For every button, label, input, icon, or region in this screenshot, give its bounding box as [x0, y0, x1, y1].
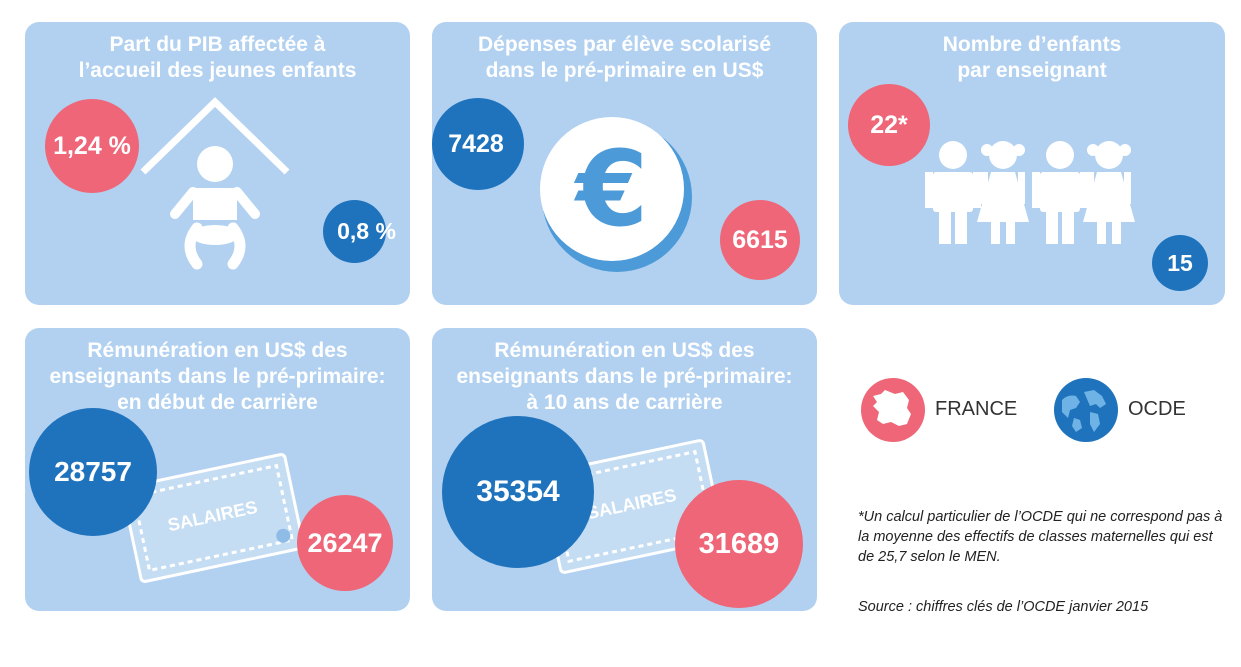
ocde-value: 0,8 %	[337, 218, 396, 244]
france-value: 1,24 %	[53, 131, 131, 160]
panel-dix-ans-carriere: Rémunération en US$ des enseignants dans…	[432, 328, 817, 611]
panel-title: Rémunération en US$ des enseignants dans…	[456, 339, 793, 414]
legend-france-label: FRANCE	[935, 398, 1018, 420]
panel-enfants: Nombre d’enfants par enseignant	[839, 22, 1225, 305]
panel-title: Nombre d’enfants par enseignant	[942, 33, 1122, 82]
panel-depenses: Dépenses par élève scolarisé dans le pré…	[432, 22, 817, 305]
panel-title: Rémunération en US$ des enseignants dans…	[49, 339, 386, 414]
france-value-bubble: 31689	[675, 480, 803, 608]
panel-pib: Part du PIB affectée à l’accueil des jeu…	[25, 22, 410, 305]
ocde-value: 7428	[448, 129, 504, 158]
ocde-value-bubble: 15	[1152, 235, 1208, 291]
panel-title: Part du PIB affectée à l’accueil des jeu…	[78, 33, 357, 82]
ocde-value-bubble: 0,8 %	[323, 200, 396, 263]
france-value-bubble: 26247	[297, 495, 393, 591]
source-note: Source : chiffres clés de l’OCDE janvier…	[858, 599, 1149, 615]
euro-symbol: €	[575, 128, 649, 250]
ocde-value: 15	[1167, 249, 1193, 276]
france-value: 26247	[307, 527, 383, 558]
house-baby-icon	[140, 97, 290, 270]
legend-ocde-label: OCDE	[1128, 398, 1186, 420]
children-icon	[925, 141, 1135, 244]
france-value-bubble: 6615	[720, 200, 800, 280]
ocde-value: 28757	[54, 456, 132, 487]
ocde-value-bubble: 7428	[432, 98, 524, 190]
france-value: 6615	[732, 225, 788, 254]
footnote: *Un calcul particulier de l’OCDE qui ne …	[858, 509, 1223, 565]
france-map-icon	[861, 378, 925, 442]
ocde-value: 35354	[476, 475, 560, 508]
salary-ticket: SALAIRES	[119, 451, 306, 584]
panel-debut-carriere: Rémunération en US$ des enseignants dans…	[25, 328, 410, 611]
ocde-value-bubble: 28757	[29, 408, 157, 536]
france-value: 22*	[870, 110, 908, 139]
panel-title: Dépenses par élève scolarisé dans le pré…	[477, 33, 771, 82]
france-value-bubble: 22*	[848, 84, 930, 166]
ocde-value-bubble: 35354	[442, 416, 594, 568]
euro-coin-icon	[540, 117, 692, 272]
france-value-bubble: 1,24 %	[45, 99, 139, 193]
globe-icon	[1054, 378, 1118, 442]
france-value: 31689	[698, 527, 780, 560]
